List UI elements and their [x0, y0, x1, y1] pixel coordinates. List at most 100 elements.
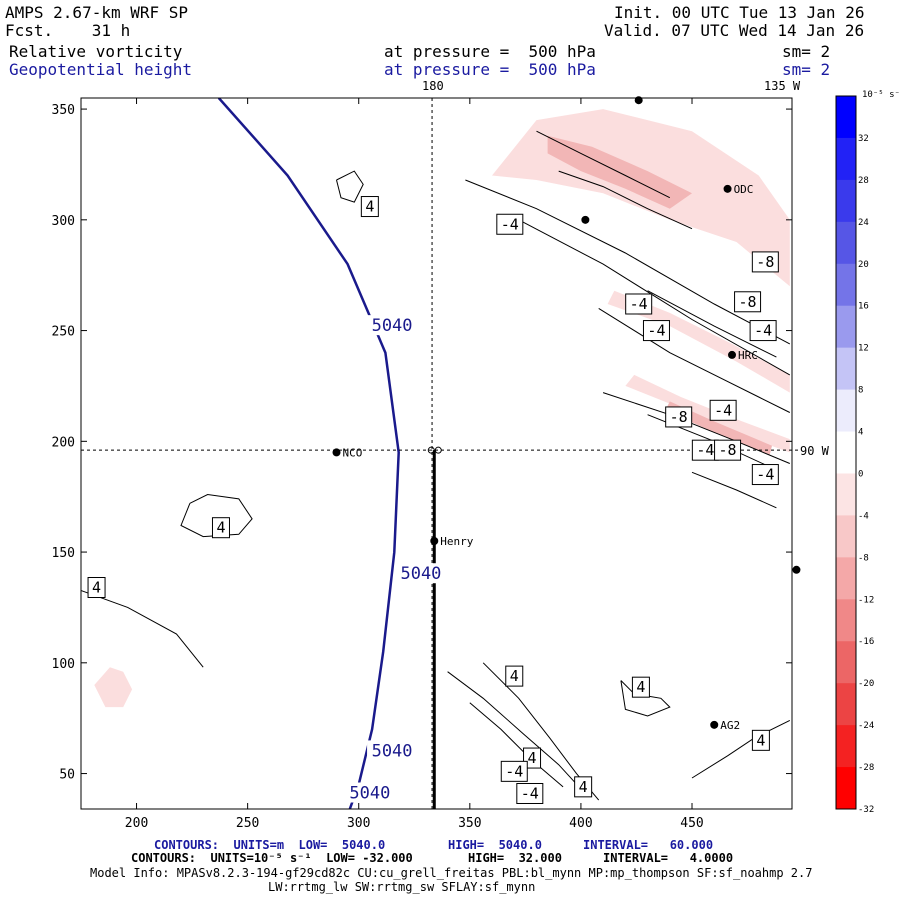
vorticity-label-text: -8 [756, 253, 774, 271]
vorticity-label-box [500, 760, 528, 782]
colorbar-tick-label: 28 [858, 176, 869, 186]
right-longitude-90w: 90 W [800, 444, 830, 458]
colorbar-swatch [836, 725, 856, 768]
vorticity-label-box [523, 747, 542, 769]
vorticity-label-text: -8 [719, 441, 737, 459]
vorticity-contour-label: 4 [87, 577, 106, 599]
y-tick-label: 200 [52, 435, 75, 450]
vorticity-contour-line [558, 170, 693, 230]
height-label-text: 5040 [400, 564, 441, 584]
model-info: Model Info: MPASv8.2.3-194-gf29cd82c CU:… [90, 866, 813, 880]
colorbar-tick-label: 16 [858, 302, 869, 312]
field2-smoothing: sm= 2 [782, 60, 831, 79]
height-contour-label: 5040 [395, 563, 446, 584]
vorticity-label-box [751, 251, 779, 273]
station-marker [634, 96, 643, 105]
vorticity-contour-label: -4 [496, 213, 524, 235]
y-tick-label: 100 [52, 657, 75, 672]
colorbar-tick-label: -4 [858, 511, 869, 521]
y-tick-label: 50 [59, 768, 75, 783]
colorbar-swatch [836, 641, 856, 684]
colorbar-tick-label: -8 [858, 553, 869, 563]
vorticity-label-text: 4 [528, 749, 537, 767]
colorbar-tick-label: 20 [858, 260, 869, 270]
vorticity-contour-line [598, 307, 791, 413]
vorticity-label-text: -8 [739, 293, 757, 311]
station-marker [430, 536, 439, 545]
x-tick-label: 350 [458, 816, 481, 831]
height-label-box [367, 740, 418, 761]
vorticity-label-text: -4 [505, 762, 523, 780]
vorticity-contour-label: 4 [505, 665, 524, 687]
colorbar-swatch [836, 179, 856, 223]
field1-smoothing: sm= 2 [782, 42, 831, 61]
vorticity-contour-info-high: HIGH= 32.000 [468, 851, 562, 865]
colorbar-swatch [836, 473, 856, 516]
colorbar-tick-label: -28 [858, 763, 874, 773]
vorticity-contour-line [465, 179, 791, 345]
vorticity-label-text: -4 [630, 295, 648, 313]
height-label-text: 5040 [349, 783, 390, 803]
vorticity-label-text: -4 [754, 322, 772, 340]
y-tick-label: 250 [52, 325, 75, 340]
colorbar-swatch [836, 515, 856, 558]
vorticity-contour-line [691, 719, 791, 779]
vorticity-contour-line [81, 589, 204, 668]
colorbar-tick-label: 8 [858, 386, 863, 396]
field1-name: Relative vorticity [9, 42, 183, 61]
vorticity-contour-line [469, 702, 564, 788]
vorticity-label-box [360, 196, 379, 218]
colorbar-swatch [836, 305, 856, 349]
height-contours [217, 98, 400, 809]
colorbar-swatch [836, 263, 856, 307]
vorticity-label-box [749, 320, 777, 342]
vorticity-contour-line [691, 471, 777, 509]
station-points: NCO Henry HRC AG2 ODC [332, 96, 801, 732]
vorticity-contour-label: 4 [211, 517, 230, 539]
height-label-box [367, 315, 418, 336]
height-label-box [395, 563, 446, 584]
station-marker [710, 720, 719, 729]
vorticity-label-text: 4 [636, 678, 645, 696]
vorticity-label-text: 4 [510, 667, 519, 685]
model-info-radiation: LW:rrtmg_lw SW:rrtmg_sw SFLAY:sf_mynn [268, 880, 536, 894]
colorbar-swatch [836, 767, 856, 810]
vorticity-label-text: 4 [365, 198, 374, 216]
vorticity-label-text: -4 [521, 784, 539, 802]
vorticity-shade-region [607, 290, 790, 393]
vorticity-label-text: 4 [756, 731, 765, 749]
vorticity-label-text: -4 [696, 441, 714, 459]
colorbar-swatch [836, 599, 856, 642]
height-contour-label: 5040 [367, 740, 418, 761]
colorbar-frame [835, 95, 857, 810]
vorticity-label-box [505, 665, 524, 687]
guide-lines [81, 98, 800, 809]
forecast-hour: Fcst. 31 h [5, 21, 131, 40]
axes: 200 250 300 350 400 450 50 100 150 200 250 300 350 [52, 98, 792, 831]
colorbar-tick-label: 24 [858, 218, 869, 228]
station-label-henry: Henry [440, 535, 473, 548]
vorticity-label-box [516, 782, 544, 804]
height-label-text: 5040 [372, 741, 413, 761]
vorticity-contour-label: -8 [751, 251, 779, 273]
y-tick-label: 350 [52, 103, 75, 118]
colorbar-swatch [836, 431, 856, 474]
vorticity-label-box [496, 213, 524, 235]
x-tick-label: 450 [680, 816, 703, 831]
height-contour-line [217, 98, 400, 809]
station-label-nco: NCO [343, 446, 363, 459]
vorticity-contour-label: -4 [709, 399, 737, 421]
vorticity-contour-label: 4 [751, 729, 770, 751]
colorbar-swatch [836, 96, 856, 139]
model-title: AMPS 2.67-km WRF SP [5, 3, 189, 22]
vorticity-label-box [625, 293, 653, 315]
top-longitude-135w: 135 W [764, 79, 801, 93]
x-tick-label: 200 [125, 816, 148, 831]
contour-map: 44444444-4-4-4-4-4-4-4-4-4-8-8-8-8504050… [52, 79, 900, 831]
vorticity-label-text: -4 [647, 322, 665, 340]
colorbar-tick-label: -24 [858, 721, 874, 731]
colorbar-swatch [836, 347, 856, 391]
colorbar-swatch [836, 221, 856, 265]
vorticity-contour-line [602, 392, 790, 464]
colorbar-swatch [836, 683, 856, 726]
